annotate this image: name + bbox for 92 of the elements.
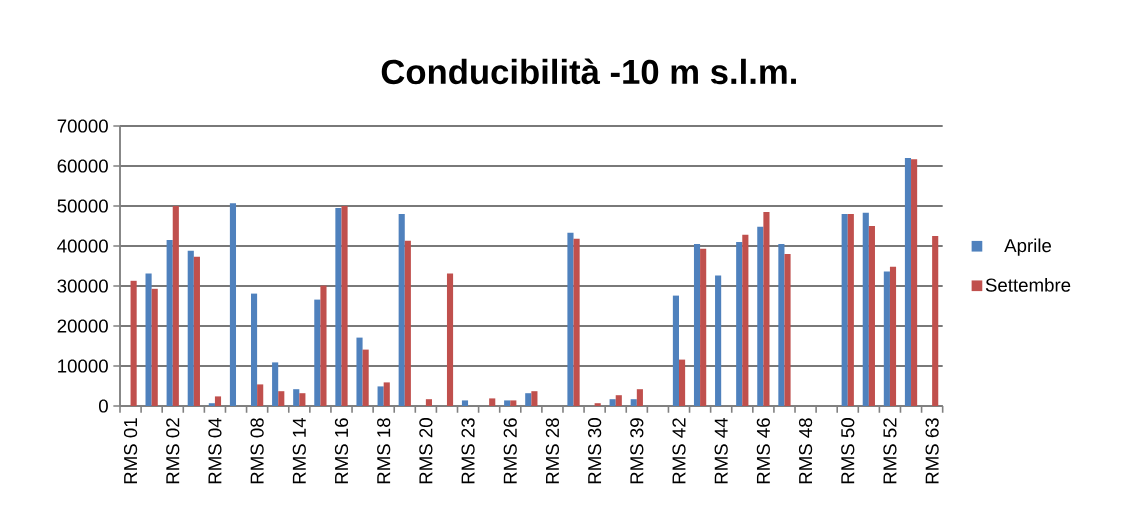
x-tick-label: RMS 04 — [208, 417, 222, 484]
legend-label: Aprile — [1004, 238, 1052, 256]
bar — [299, 393, 306, 406]
bar — [377, 386, 384, 406]
bar — [314, 299, 321, 406]
bar — [489, 398, 496, 406]
bar — [841, 214, 848, 406]
bar — [166, 240, 173, 406]
bar — [404, 240, 411, 406]
bar — [278, 391, 285, 406]
y-tick-label: 60000 — [57, 159, 108, 173]
bar — [594, 403, 601, 406]
y-tick-label: 30000 — [57, 279, 108, 293]
y-tick-label: 20000 — [57, 319, 108, 333]
bar — [461, 400, 469, 406]
bar — [145, 273, 152, 406]
bar — [904, 158, 912, 406]
bar — [636, 389, 643, 406]
bar — [932, 236, 939, 406]
bar — [335, 208, 342, 406]
bar — [398, 214, 405, 406]
x-tick-label: RMS 39 — [630, 418, 644, 484]
x-tick-label: RMS 16 — [334, 418, 349, 484]
bar — [193, 256, 200, 406]
x-tick-label: RMS 26 — [503, 418, 517, 484]
bar — [693, 244, 701, 406]
x-tick-label: RMS 01 — [123, 418, 138, 484]
bar — [715, 275, 722, 406]
bar — [293, 389, 300, 406]
x-tick-label: RMS 52 — [883, 418, 897, 484]
bar — [187, 250, 194, 406]
y-tick-label: 0 — [98, 399, 108, 413]
bar — [510, 400, 517, 406]
bar — [250, 293, 258, 406]
bar — [229, 203, 237, 406]
y-tick-label: 40000 — [57, 239, 108, 253]
bar — [615, 395, 622, 406]
bar — [531, 391, 538, 406]
y-tick-label: 70000 — [57, 119, 108, 133]
bar — [130, 280, 137, 406]
bar — [362, 349, 369, 406]
x-tick-label: RMS 42 — [672, 418, 686, 484]
y-tick-label: 50000 — [57, 199, 108, 213]
bar — [425, 399, 432, 406]
x-tick-label: RMS 30 — [588, 418, 602, 484]
chart-title: Conducibilità -10 m s.l.m. — [381, 58, 796, 85]
x-tick-label: RMS 23 — [461, 418, 475, 484]
bar — [208, 403, 215, 406]
x-tick-label: RMS 14 — [292, 417, 306, 484]
bar — [573, 238, 580, 406]
bar — [383, 382, 390, 406]
x-tick-label: RMS 18 — [377, 418, 391, 484]
x-tick-label: RMS 44 — [714, 417, 728, 484]
bar — [356, 337, 363, 406]
bar — [214, 396, 222, 406]
legend-label: Settembre — [985, 278, 1071, 292]
bar — [525, 393, 532, 406]
bar — [763, 212, 770, 406]
bar — [272, 362, 279, 406]
x-tick-label: RMS 28 — [545, 418, 560, 484]
bar — [700, 248, 707, 406]
bar — [784, 254, 791, 406]
bar — [883, 271, 890, 406]
bar — [151, 288, 158, 406]
x-tick-label: RMS 02 — [166, 418, 180, 484]
x-tick-label: RMS 46 — [756, 418, 770, 484]
bar — [889, 266, 897, 406]
bar — [742, 234, 749, 406]
bar — [630, 399, 637, 406]
x-tick-label: RMS 63 — [925, 418, 939, 484]
bar — [679, 359, 686, 406]
bar — [862, 212, 869, 406]
bar — [911, 159, 918, 406]
bar — [172, 206, 179, 406]
bar — [567, 232, 574, 406]
bar — [868, 226, 875, 406]
bar — [320, 285, 327, 406]
bar — [341, 206, 348, 406]
bar — [736, 242, 743, 406]
bar — [847, 214, 854, 406]
bar — [609, 399, 616, 406]
bar — [446, 273, 454, 406]
y-tick-label: 10000 — [58, 359, 108, 373]
bar — [257, 384, 264, 406]
x-tick-label: RMS 20 — [419, 418, 433, 484]
bar — [672, 295, 679, 406]
bar — [778, 244, 785, 406]
x-tick-label: RMS 48 — [798, 418, 813, 484]
x-tick-label: RMS 50 — [841, 418, 855, 484]
bar — [504, 400, 511, 406]
bar — [757, 226, 764, 406]
x-tick-label: RMS 08 — [250, 418, 264, 484]
